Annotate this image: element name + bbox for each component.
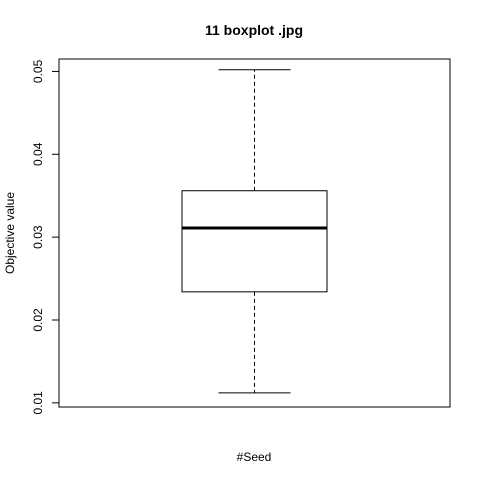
boxplot-series (181, 69, 328, 394)
x-axis-label: #Seed (237, 450, 272, 464)
y-tick-label: 0.03 (31, 225, 45, 249)
y-axis: 0.01 0.02 0.03 0.04 0.05 (31, 59, 60, 415)
iqr-box (181, 190, 328, 293)
y-tick-label: 0.05 (31, 59, 45, 83)
y-tick-label: 0.04 (31, 142, 45, 166)
y-axis-label: Objective value (3, 192, 17, 274)
chart-title: 11 boxplot .jpg (205, 22, 303, 38)
y-tick-label: 0.01 (31, 391, 45, 415)
y-tick-label: 0.02 (31, 308, 45, 332)
